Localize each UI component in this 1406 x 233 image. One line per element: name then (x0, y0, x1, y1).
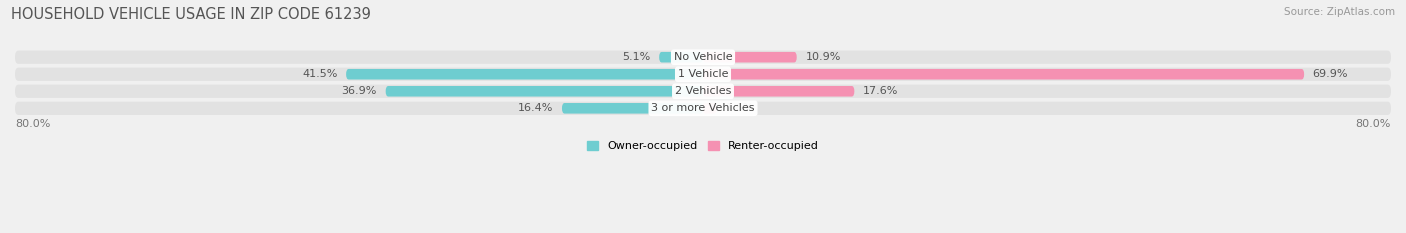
FancyBboxPatch shape (659, 52, 703, 62)
FancyBboxPatch shape (703, 103, 717, 113)
Text: 36.9%: 36.9% (342, 86, 377, 96)
Text: 3 or more Vehicles: 3 or more Vehicles (651, 103, 755, 113)
Text: 80.0%: 80.0% (1355, 119, 1391, 129)
FancyBboxPatch shape (703, 52, 797, 62)
Text: 17.6%: 17.6% (863, 86, 898, 96)
Text: 1.6%: 1.6% (725, 103, 754, 113)
FancyBboxPatch shape (15, 68, 1391, 81)
Text: 41.5%: 41.5% (302, 69, 337, 79)
Text: 1 Vehicle: 1 Vehicle (678, 69, 728, 79)
Text: 10.9%: 10.9% (806, 52, 841, 62)
Text: 69.9%: 69.9% (1313, 69, 1348, 79)
FancyBboxPatch shape (385, 86, 703, 96)
Text: Source: ZipAtlas.com: Source: ZipAtlas.com (1284, 7, 1395, 17)
FancyBboxPatch shape (703, 69, 1305, 79)
Legend: Owner-occupied, Renter-occupied: Owner-occupied, Renter-occupied (582, 137, 824, 156)
Text: 16.4%: 16.4% (517, 103, 554, 113)
FancyBboxPatch shape (346, 69, 703, 79)
FancyBboxPatch shape (15, 102, 1391, 115)
FancyBboxPatch shape (15, 51, 1391, 64)
Text: HOUSEHOLD VEHICLE USAGE IN ZIP CODE 61239: HOUSEHOLD VEHICLE USAGE IN ZIP CODE 6123… (11, 7, 371, 22)
FancyBboxPatch shape (703, 86, 855, 96)
Text: No Vehicle: No Vehicle (673, 52, 733, 62)
Text: 2 Vehicles: 2 Vehicles (675, 86, 731, 96)
Text: 80.0%: 80.0% (15, 119, 51, 129)
FancyBboxPatch shape (15, 85, 1391, 98)
FancyBboxPatch shape (562, 103, 703, 113)
Text: 5.1%: 5.1% (623, 52, 651, 62)
